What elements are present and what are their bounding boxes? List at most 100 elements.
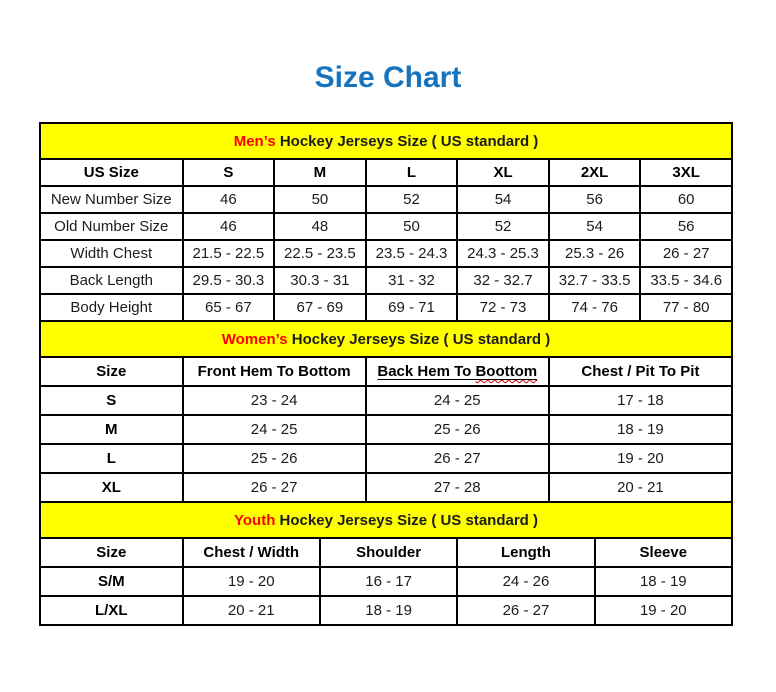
cell: 20 - 21 — [547, 472, 734, 503]
cell: 26 - 27 — [364, 443, 550, 474]
cell: 20 - 21 — [181, 595, 321, 626]
mens-column-header: L — [364, 158, 459, 187]
cell: 52 — [456, 212, 550, 241]
cell: 24.3 - 25.3 — [456, 239, 550, 268]
youth-column-header: Size — [39, 537, 184, 568]
cell: 24 - 25 — [364, 385, 550, 416]
womens-band-highlight: Women’s — [221, 330, 288, 348]
row-label: Body Height — [39, 293, 184, 322]
mens-column-header: 3XL — [639, 158, 733, 187]
womens-size-table: Women’s Hockey Jerseys Size ( US standar… — [39, 320, 734, 503]
row-label: L/XL — [39, 595, 184, 626]
cell: 56 — [639, 212, 733, 241]
youth-table-row: L/XL 20 - 21 18 - 19 26 - 27 19 - 20 — [39, 595, 734, 626]
cell: 27 - 28 — [364, 472, 550, 503]
mens-table-row: Width Chest 21.5 - 22.5 22.5 - 23.5 23.5 - … — [39, 239, 733, 268]
cell: 18 - 19 — [593, 566, 734, 597]
womens-header-row: Size Front Hem To Bottom Back Hem To Boott… — [39, 356, 734, 387]
cell: 46 — [181, 185, 276, 214]
cell: 16 - 17 — [318, 566, 459, 597]
row-label: L — [39, 443, 184, 474]
womens-table-row: XL 26 - 27 27 - 28 20 - 21 — [39, 472, 734, 503]
cell: 24 - 26 — [456, 566, 596, 597]
cell: 65 - 67 — [181, 293, 276, 322]
cell: 69 - 71 — [364, 293, 459, 322]
youth-column-header: Sleeve — [593, 537, 734, 568]
mens-column-header: 2XL — [547, 158, 642, 187]
cell: 18 - 19 — [547, 414, 734, 445]
cell: 32 - 32.7 — [456, 266, 550, 295]
row-label: Old Number Size — [39, 212, 184, 241]
cell: 17 - 18 — [547, 385, 734, 416]
cell: 46 — [181, 212, 276, 241]
mens-column-header: S — [181, 158, 276, 187]
cell: 77 - 80 — [639, 293, 733, 322]
youth-band-highlight: Youth — [234, 511, 276, 529]
cell: 32.7 - 33.5 — [547, 266, 642, 295]
cell: 60 — [639, 185, 733, 214]
youth-section-band-row: Youth Hockey Jerseys Size ( US standard … — [39, 501, 733, 539]
cell: 56 — [547, 185, 642, 214]
cell: 23 - 24 — [181, 385, 367, 416]
mens-column-header: M — [273, 158, 367, 187]
cell: 25 - 26 — [181, 443, 367, 474]
cell: 25 - 26 — [364, 414, 550, 445]
womens-column-header: Back Hem To Boottom — [364, 356, 550, 387]
cell: 19 - 20 — [547, 443, 734, 474]
womens-column-header: Chest / Pit To Pit — [547, 356, 734, 387]
cell: 48 — [273, 212, 367, 241]
cell: 54 — [547, 212, 642, 241]
mens-table-row: New Number Size 46 50 52 54 56 60 — [39, 185, 733, 214]
womens-table-row: S 23 - 24 24 - 25 17 - 18 — [39, 385, 734, 416]
cell: 19 - 20 — [593, 595, 734, 626]
cell: 26 - 27 — [181, 472, 367, 503]
cell: 23.5 - 24.3 — [364, 239, 459, 268]
mens-table-row: Back Length 29.5 - 30.3 30.3 - 31 31 - 32 32… — [39, 266, 733, 295]
cell: 19 - 20 — [181, 566, 321, 597]
youth-size-table: Youth Hockey Jerseys Size ( US standard … — [39, 501, 734, 626]
mens-section-band-row: Men’s Hockey Jerseys Size ( US standard … — [39, 122, 733, 160]
mens-column-header: US Size — [39, 158, 184, 187]
cell: 24 - 25 — [181, 414, 367, 445]
cell: 31 - 32 — [364, 266, 459, 295]
row-label: New Number Size — [39, 185, 184, 214]
cell: 67 - 69 — [273, 293, 367, 322]
womens-column-header: Front Hem To Bottom — [181, 356, 367, 387]
womens-section-band-row: Women’s Hockey Jerseys Size ( US standar… — [39, 320, 733, 358]
misspelled-word: Boottom — [475, 363, 538, 380]
cell: 26 - 27 — [456, 595, 596, 626]
cell: 72 - 73 — [456, 293, 550, 322]
cell: 26 - 27 — [639, 239, 733, 268]
row-label: Width Chest — [39, 239, 184, 268]
cell: 30.3 - 31 — [273, 266, 367, 295]
womens-table-row: M 24 - 25 25 - 26 18 - 19 — [39, 414, 734, 445]
womens-column-header: Size — [39, 356, 184, 387]
cell: 52 — [364, 185, 459, 214]
youth-section-band: Youth Hockey Jerseys Size ( US standard … — [39, 501, 733, 539]
row-label: XL — [39, 472, 184, 503]
mens-table-row: Old Number Size 46 48 50 52 54 56 — [39, 212, 733, 241]
row-label: M — [39, 414, 184, 445]
underlined-header-text: Back Hem To Boottom — [377, 363, 538, 380]
mens-section-band: Men’s Hockey Jerseys Size ( US standard … — [39, 122, 733, 160]
page-title: Size Chart — [314, 61, 462, 94]
cell: 21.5 - 22.5 — [181, 239, 276, 268]
youth-column-header: Chest / Width — [181, 537, 321, 568]
cell: 50 — [273, 185, 367, 214]
youth-column-header: Shoulder — [318, 537, 459, 568]
youth-table-row: S/M 19 - 20 16 - 17 24 - 26 18 - 19 — [39, 566, 734, 597]
mens-table-row: Body Height 65 - 67 67 - 69 69 - 71 72 - 73 7… — [39, 293, 733, 322]
row-label: Back Length — [39, 266, 184, 295]
mens-size-table: Men’s Hockey Jerseys Size ( US standard … — [39, 122, 733, 322]
cell: 18 - 19 — [318, 595, 459, 626]
cell: 50 — [364, 212, 459, 241]
size-chart-tables: Men’s Hockey Jerseys Size ( US standard … — [39, 122, 734, 626]
cell: 29.5 - 30.3 — [181, 266, 276, 295]
womens-table-row: L 25 - 26 26 - 27 19 - 20 — [39, 443, 734, 474]
mens-header-row: US Size S M L XL 2XL 3XL — [39, 158, 733, 187]
cell: 54 — [456, 185, 550, 214]
mens-column-header: XL — [456, 158, 550, 187]
womens-section-band: Women’s Hockey Jerseys Size ( US standar… — [39, 320, 733, 358]
youth-column-header: Length — [456, 537, 596, 568]
cell: 22.5 - 23.5 — [273, 239, 367, 268]
